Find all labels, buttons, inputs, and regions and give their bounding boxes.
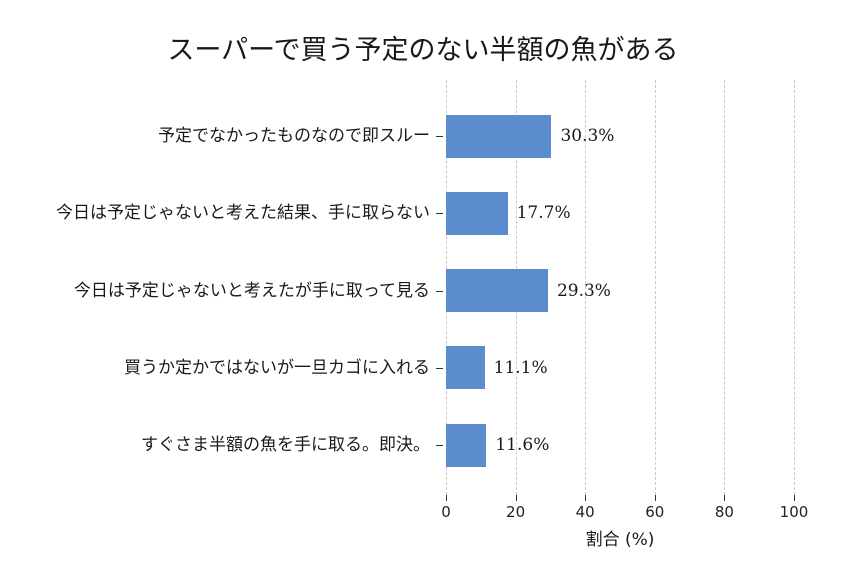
bar — [446, 191, 508, 235]
x-tick-label: 100 — [779, 503, 809, 521]
value-label: 11.6% — [495, 435, 550, 456]
x-tick-mark — [794, 495, 795, 501]
gridline — [724, 80, 726, 495]
gridline — [585, 80, 587, 495]
x-tick-mark — [515, 495, 517, 501]
x-tick-label: 60 — [645, 503, 665, 521]
bar — [446, 269, 548, 313]
y-tick-mark — [436, 213, 443, 215]
bar — [446, 346, 485, 390]
category-label: 予定でなかったものなので即スルー — [158, 126, 430, 146]
bar — [446, 423, 487, 467]
x-tick-mark — [585, 495, 587, 501]
gridline — [794, 80, 795, 495]
value-label: 11.1% — [493, 357, 548, 378]
category-label: 今日は予定じゃないと考えたが手に取って見る — [73, 280, 430, 301]
gridline — [654, 80, 656, 495]
x-tick-label: 0 — [441, 503, 451, 521]
value-label: 17.7% — [516, 203, 571, 224]
value-label: 30.3% — [560, 126, 615, 146]
bar — [446, 114, 552, 158]
y-tick-mark — [436, 136, 443, 137]
category-label: 今日は予定じゃないと考えた結果、手に取らない — [56, 203, 430, 224]
x-tick-mark — [724, 495, 726, 501]
x-tick-mark — [654, 495, 656, 501]
x-tick-mark — [446, 495, 447, 501]
y-tick-mark — [436, 290, 443, 292]
x-tick-label: 40 — [575, 503, 595, 521]
category-label: すぐさま半額の魚を手に取る。即決。 — [141, 435, 430, 456]
x-tick-label: 80 — [714, 503, 734, 521]
x-tick-label: 20 — [506, 503, 526, 521]
category-label: 買うか定かではないが一旦カゴに入れる — [124, 357, 430, 378]
y-tick-mark — [436, 367, 443, 369]
y-tick-mark — [436, 445, 443, 447]
x-axis-label: 割合 (%) — [585, 530, 655, 550]
value-label: 29.3% — [556, 280, 611, 301]
chart-title: スーパーで買う予定のない半額の魚がある — [167, 35, 679, 66]
